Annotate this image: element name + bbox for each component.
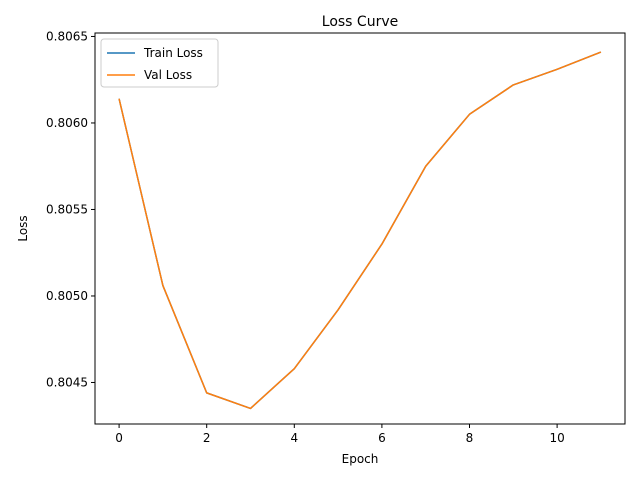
x-tick-label: 0 [115, 431, 123, 445]
series-lines [118, 51, 602, 410]
x-tick-label: 6 [378, 431, 386, 445]
legend-label: Val Loss [144, 68, 192, 82]
plot-area [94, 32, 626, 425]
x-tick-label: 10 [549, 431, 564, 445]
legend: Train Loss Val Loss [100, 38, 219, 88]
y-axis: 0.8045 0.8050 0.8055 0.8060 0.8065 [46, 29, 95, 389]
series-line-val-loss [118, 51, 602, 410]
legend-label: Train Loss [143, 46, 203, 60]
y-axis-label: Loss [16, 215, 30, 241]
x-axis: 0 2 4 6 8 10 [115, 424, 565, 445]
x-tick-label: 8 [466, 431, 474, 445]
axes-frame [94, 32, 626, 425]
y-tick-label: 0.8055 [46, 202, 88, 216]
y-tick-label: 0.8065 [46, 29, 88, 43]
y-tick-label: 0.8050 [46, 289, 88, 303]
y-tick-label: 0.8045 [46, 375, 88, 389]
chart-title: Loss Curve [322, 14, 398, 30]
x-tick-label: 2 [203, 431, 211, 445]
x-tick-label: 4 [290, 431, 298, 445]
y-tick-label: 0.8060 [46, 116, 88, 130]
x-axis-label: Epoch [342, 452, 379, 466]
